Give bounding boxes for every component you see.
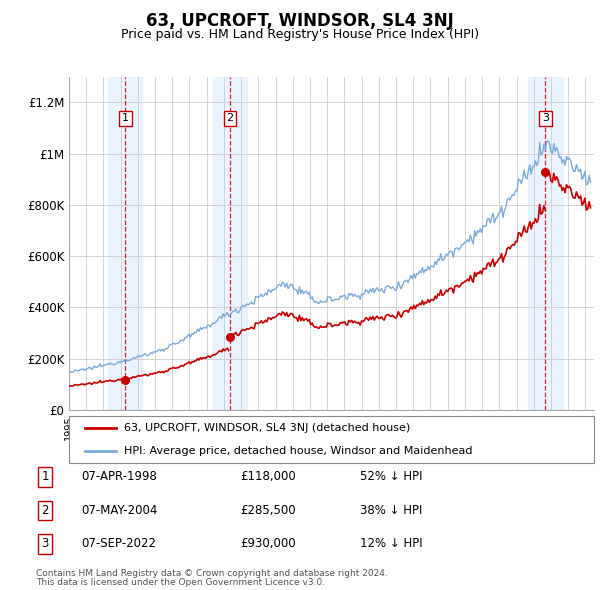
Text: 63, UPCROFT, WINDSOR, SL4 3NJ (detached house): 63, UPCROFT, WINDSOR, SL4 3NJ (detached …	[124, 423, 410, 432]
Text: 2: 2	[41, 504, 49, 517]
Text: 3: 3	[542, 113, 549, 123]
Text: 12% ↓ HPI: 12% ↓ HPI	[360, 537, 422, 550]
Text: 07-SEP-2022: 07-SEP-2022	[81, 537, 156, 550]
Text: 63, UPCROFT, WINDSOR, SL4 3NJ: 63, UPCROFT, WINDSOR, SL4 3NJ	[146, 12, 454, 30]
Text: 07-MAY-2004: 07-MAY-2004	[81, 504, 157, 517]
Text: 1: 1	[41, 470, 49, 483]
FancyBboxPatch shape	[69, 416, 594, 463]
Text: 38% ↓ HPI: 38% ↓ HPI	[360, 504, 422, 517]
Bar	[528, 77, 563, 410]
Bar	[213, 77, 247, 410]
Bar	[108, 77, 142, 410]
Text: 1: 1	[122, 113, 129, 123]
Text: £285,500: £285,500	[240, 504, 296, 517]
Text: Price paid vs. HM Land Registry's House Price Index (HPI): Price paid vs. HM Land Registry's House …	[121, 28, 479, 41]
Text: This data is licensed under the Open Government Licence v3.0.: This data is licensed under the Open Gov…	[36, 578, 325, 587]
Text: 52% ↓ HPI: 52% ↓ HPI	[360, 470, 422, 483]
Text: 3: 3	[41, 537, 49, 550]
Text: Contains HM Land Registry data © Crown copyright and database right 2024.: Contains HM Land Registry data © Crown c…	[36, 569, 388, 578]
Text: 2: 2	[226, 113, 233, 123]
Text: £118,000: £118,000	[240, 470, 296, 483]
Text: £930,000: £930,000	[240, 537, 296, 550]
Text: HPI: Average price, detached house, Windsor and Maidenhead: HPI: Average price, detached house, Wind…	[124, 447, 473, 456]
Text: 07-APR-1998: 07-APR-1998	[81, 470, 157, 483]
